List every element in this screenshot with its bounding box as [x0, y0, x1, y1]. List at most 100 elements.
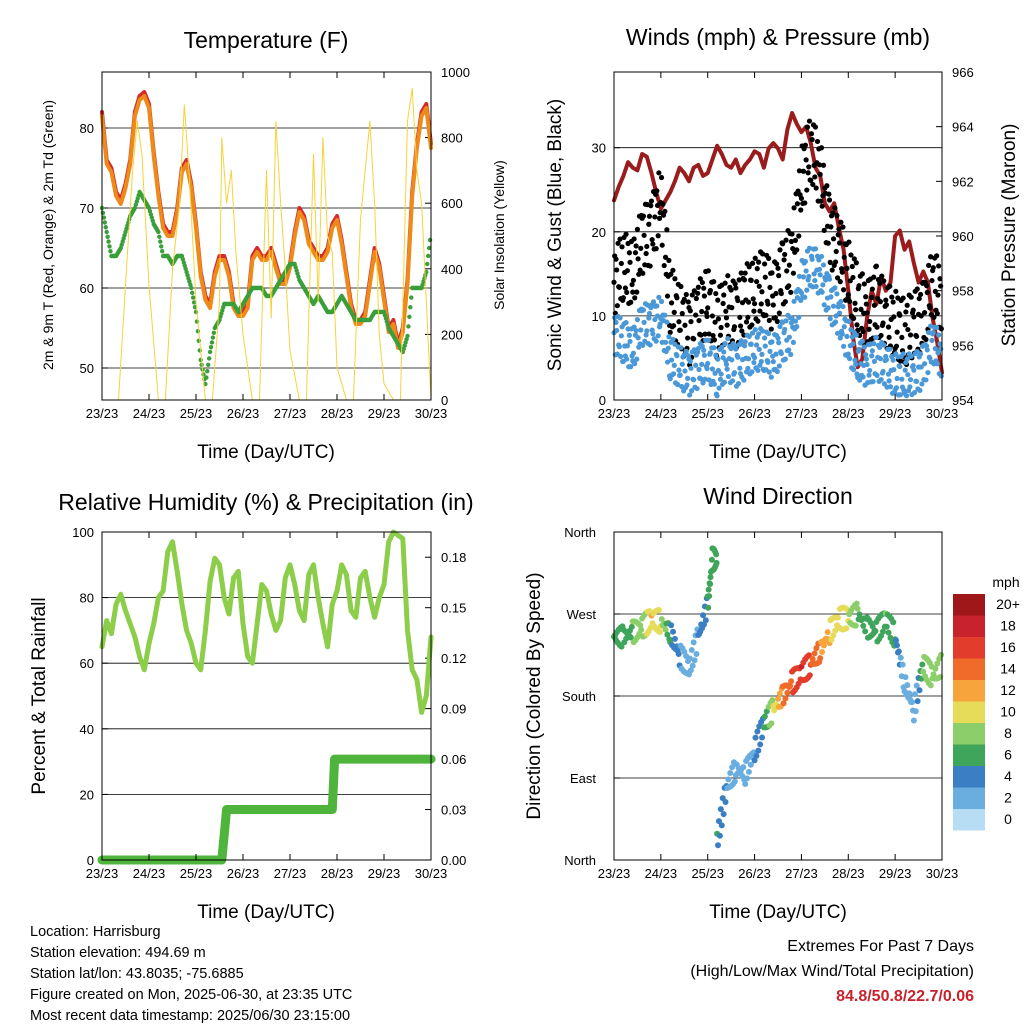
- series-point: [650, 241, 656, 247]
- series-point: [198, 357, 203, 363]
- series-point: [827, 259, 833, 265]
- series-point: [741, 377, 747, 383]
- series-point: [885, 324, 892, 330]
- series-point: [670, 323, 677, 329]
- series-point: [751, 355, 758, 361]
- series-point: [640, 213, 647, 219]
- series-point: [776, 363, 782, 369]
- series-point: [711, 381, 718, 387]
- series-point: [844, 265, 850, 271]
- y-tick-label-left: 80: [80, 591, 94, 606]
- direction-point: [718, 822, 725, 829]
- series-point: [714, 393, 720, 399]
- series-point: [845, 351, 851, 357]
- series-point: [638, 245, 644, 251]
- series-point: [705, 337, 711, 343]
- series-point: [407, 314, 412, 319]
- direction-point: [693, 651, 700, 658]
- y-tick-label-right: 964: [952, 120, 974, 135]
- series-point: [934, 310, 940, 317]
- winds-ylabel-right: Station Pressure (Maroon): [999, 124, 1020, 347]
- series-point: [934, 324, 940, 330]
- direction-point: [860, 622, 867, 629]
- series-point: [818, 145, 825, 151]
- series-point: [899, 334, 905, 341]
- series-point: [717, 332, 724, 338]
- series-point: [834, 291, 840, 297]
- series-point: [877, 344, 883, 350]
- series-point: [840, 224, 846, 230]
- series-point: [760, 251, 766, 257]
- series-point: [809, 256, 815, 262]
- series-point: [713, 290, 719, 297]
- series-point: [627, 259, 633, 265]
- direction-point: [662, 626, 669, 633]
- direction-point: [834, 614, 841, 621]
- series-point: [786, 334, 792, 340]
- series-point: [803, 157, 809, 163]
- winds-xlabel: Time (Day/UTC): [709, 442, 847, 463]
- series-point: [893, 385, 900, 391]
- series-point: [158, 239, 163, 244]
- series-point: [929, 337, 935, 343]
- series-point: [713, 352, 719, 358]
- series-point: [765, 359, 771, 365]
- series-point: [802, 142, 809, 148]
- series-point: [778, 350, 784, 357]
- series-point: [869, 286, 875, 292]
- series-point: [687, 358, 693, 364]
- x-tick-label: 25/23: [691, 406, 724, 421]
- series-point: [632, 250, 639, 256]
- series-point: [864, 361, 870, 368]
- y-tick-label-right: 956: [952, 338, 974, 353]
- series-point: [102, 220, 108, 225]
- direction-point: [910, 717, 917, 724]
- series-point: [822, 277, 829, 283]
- series-point: [108, 249, 113, 254]
- series-point: [425, 261, 430, 267]
- direction-point: [914, 698, 921, 705]
- x-tick-label: 26/23: [227, 866, 260, 881]
- legend-title: mph: [992, 574, 1019, 590]
- series-point: [878, 377, 884, 383]
- series-point: [157, 234, 162, 239]
- series-point: [881, 278, 887, 284]
- series-point: [720, 300, 726, 307]
- series-point: [670, 267, 676, 273]
- direction-point: [688, 647, 695, 654]
- direction-point: [932, 665, 939, 672]
- series-point: [863, 352, 869, 358]
- series-point: [723, 315, 730, 321]
- series-point: [825, 305, 831, 311]
- direction-point: [754, 728, 761, 735]
- series-point: [735, 380, 742, 387]
- series-point: [918, 313, 924, 319]
- series-point: [766, 369, 772, 375]
- series-point: [646, 213, 653, 219]
- series-point: [644, 328, 650, 334]
- series-point: [701, 285, 707, 291]
- direction-point: [713, 559, 720, 566]
- series-point: [701, 352, 707, 358]
- series-point: [685, 375, 691, 381]
- series-point: [694, 385, 700, 392]
- y-tick-label-left: 80: [80, 121, 94, 136]
- temperature-title: Temperature (F): [184, 27, 349, 53]
- direction-point: [759, 734, 766, 741]
- x-tick-label: 24/23: [133, 866, 166, 881]
- series-point: [770, 359, 776, 365]
- series-point: [775, 265, 781, 271]
- series-point: [789, 231, 795, 237]
- direction-point: [780, 700, 787, 707]
- series-point: [623, 319, 629, 326]
- series-point: [693, 312, 699, 318]
- series-point: [921, 361, 928, 367]
- series-point: [849, 263, 855, 270]
- series-point: [689, 388, 695, 394]
- series-point: [803, 268, 809, 274]
- series-point: [751, 359, 757, 366]
- series-point: [808, 177, 814, 183]
- series-point: [778, 290, 784, 297]
- series-point: [650, 331, 656, 337]
- series-point: [646, 310, 653, 317]
